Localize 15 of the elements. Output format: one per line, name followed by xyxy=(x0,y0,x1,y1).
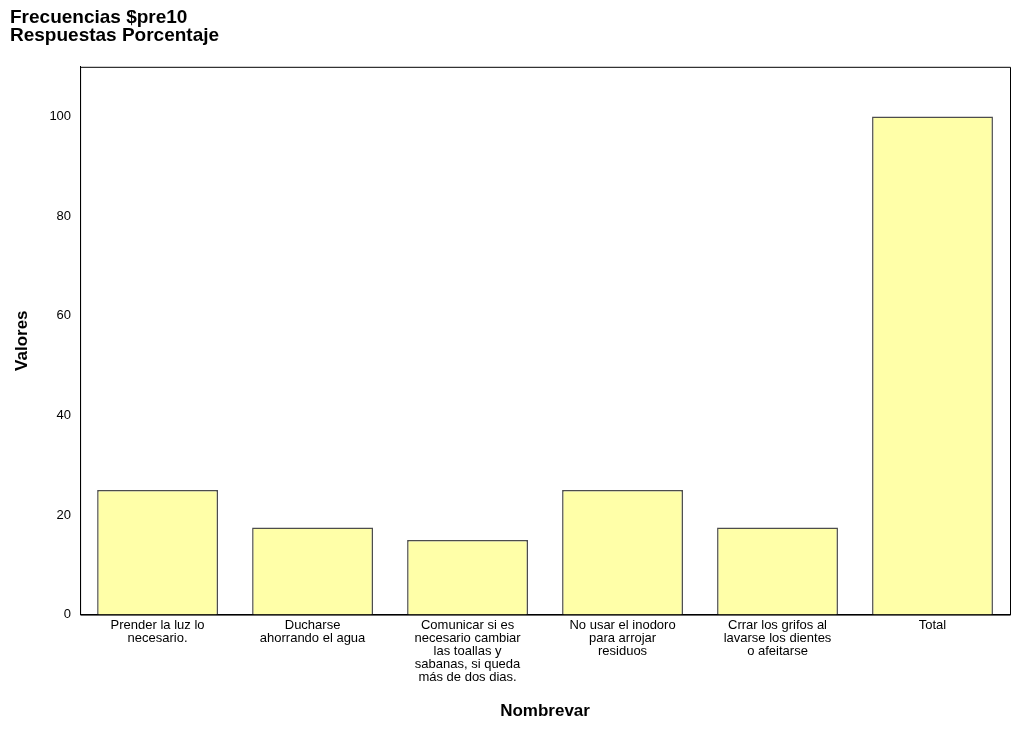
x-tick-label: Prender la luz lo necesario. xyxy=(110,616,205,645)
y-tick-label: 40 xyxy=(56,406,72,422)
y-tick-label: 0 xyxy=(63,606,72,622)
chart-title: Frecuencias $pre10 xyxy=(10,6,189,27)
y-axis-title: Valores xyxy=(11,310,31,371)
x-axis-title: Nombrevar xyxy=(500,701,591,721)
y-tick-label: 100 xyxy=(49,108,72,124)
x-tick-label: No usar el inodoro para arrojar residuos xyxy=(569,616,676,658)
y-tick-label: 60 xyxy=(56,307,72,323)
x-tick-label: Comunicar si es necesario cambiar las toallas y sabanas, si queda más de dos dias. xyxy=(414,616,522,684)
y-tick-label: 80 xyxy=(56,207,72,223)
y-tick-label: 20 xyxy=(56,506,72,522)
x-tick-label: Ducharse ahorrando el agua xyxy=(259,616,367,645)
x-tick-label: Total xyxy=(918,616,947,632)
x-tick-label: Crrar los grifos al lavarse los dientes o afeitarse xyxy=(723,616,832,658)
